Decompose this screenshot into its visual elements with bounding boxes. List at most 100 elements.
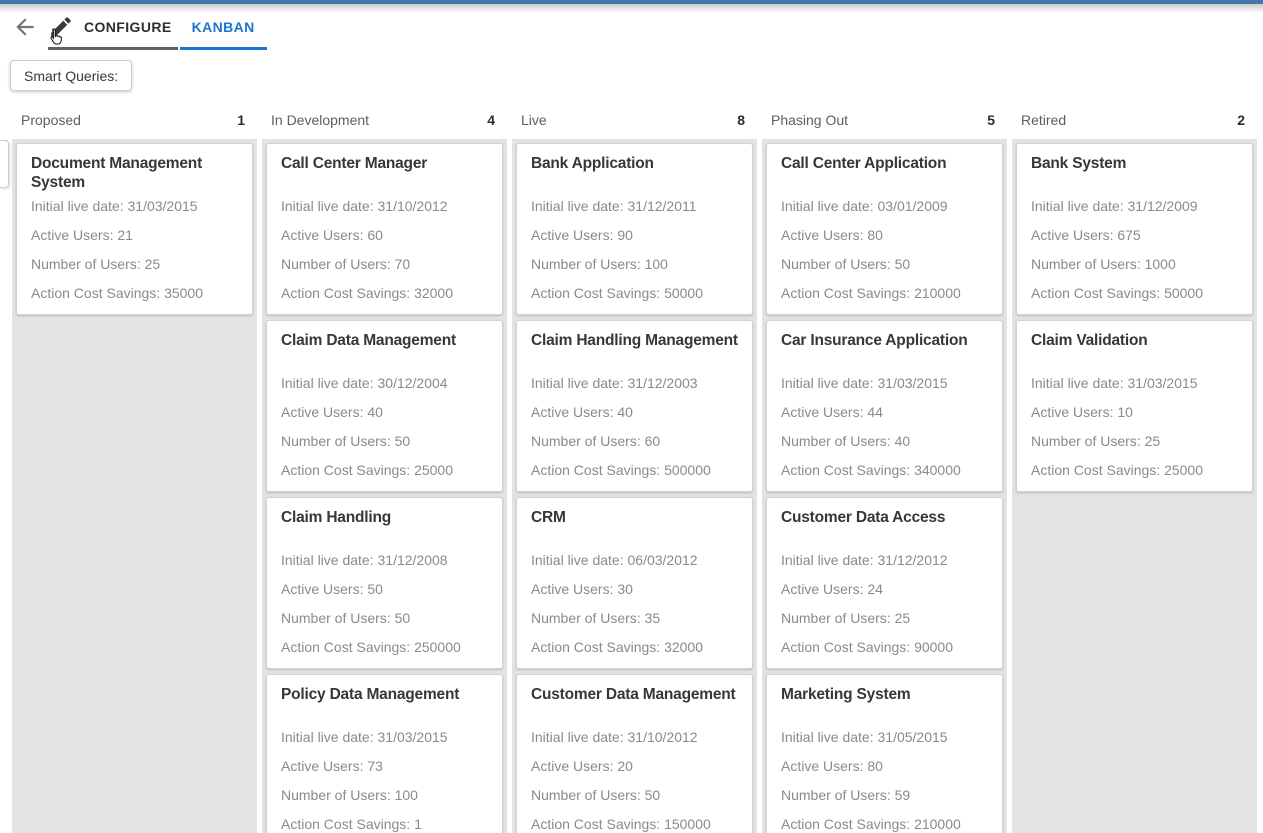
card-fields: Initial live date31/12/2011 Active Users… — [531, 192, 738, 308]
card-field: Initial live date31/10/2012 — [531, 723, 738, 752]
kanban-card[interactable]: Policy Data Management Initial live date… — [266, 674, 503, 833]
card-field: Active Users80 — [781, 221, 988, 250]
kanban-card[interactable]: Customer Data Management Initial live da… — [516, 674, 753, 833]
kanban-card[interactable]: Customer Data Access Initial live date31… — [766, 497, 1003, 669]
column-title: Phasing Out — [771, 111, 849, 128]
card-field: Active Users90 — [531, 221, 738, 250]
kanban-card[interactable]: Car Insurance Application Initial live d… — [766, 320, 1003, 492]
field-label: Active Users — [531, 581, 617, 597]
card-field: Active Users40 — [531, 398, 738, 427]
field-value: 50 — [367, 581, 383, 597]
field-label: Initial live date — [531, 198, 628, 214]
card-title: Call Center Manager — [281, 155, 428, 172]
back-button[interactable] — [12, 14, 38, 40]
field-value: 25 — [1144, 433, 1161, 449]
field-value: 675 — [1117, 227, 1141, 243]
field-label: Action Cost Savings — [781, 639, 914, 655]
column-body: Document Management System Initial live … — [12, 139, 257, 833]
field-value: 150000 — [664, 816, 711, 832]
field-label: Number of Users — [531, 787, 645, 803]
card-field: Initial live date03/01/2009 — [781, 192, 988, 221]
column-title: Retired — [1021, 111, 1067, 128]
tab-kanban[interactable]: KANBAN — [179, 13, 267, 50]
field-value: 31/12/2008 — [377, 552, 448, 568]
smart-queries-row: Smart Queries: — [0, 60, 1263, 91]
card-field: Number of Users50 — [281, 427, 488, 456]
card-title: Claim Validation — [1031, 332, 1148, 349]
column-count: 1 — [237, 111, 245, 128]
kanban-column: Retired 2 Bank System Initial live date3… — [1012, 100, 1257, 833]
card-field: Initial live date31/12/2011 — [531, 192, 738, 221]
kanban-column: In Development 4 Call Center Manager Ini… — [262, 100, 507, 833]
field-label: Action Cost Savings — [531, 462, 664, 478]
field-value: 80 — [867, 758, 883, 774]
card-field: Active Users44 — [781, 398, 988, 427]
card-fields: Initial live date31/03/2015 Active Users… — [781, 369, 988, 485]
card-fields: Initial live date03/01/2009 Active Users… — [781, 192, 988, 308]
field-label: Initial live date — [281, 552, 378, 568]
card-field: Action Cost Savings25000 — [1031, 456, 1238, 485]
kanban-card[interactable]: Call Center Manager Initial live date31/… — [266, 143, 503, 315]
tab-configure[interactable]: CONFIGURE — [48, 13, 178, 50]
column-body: Bank Application Initial live date31/12/… — [512, 139, 757, 833]
card-field: Active Users60 — [281, 221, 488, 250]
field-value: 40 — [894, 433, 911, 449]
kanban-card[interactable]: Claim Data Management Initial live date3… — [266, 320, 503, 492]
card-field: Number of Users70 — [281, 250, 488, 279]
field-value: 100 — [394, 787, 418, 803]
top-accent-bar — [0, 0, 1263, 4]
field-value: 210000 — [914, 816, 961, 832]
card-field: Active Users73 — [281, 752, 488, 781]
card-field: Action Cost Savings210000 — [781, 810, 988, 833]
card-field: Initial live date31/12/2003 — [531, 369, 738, 398]
kanban-card[interactable]: Bank System Initial live date31/12/2009 … — [1016, 143, 1253, 315]
partial-card-edge — [0, 140, 9, 188]
card-fields: Initial live date31/10/2012 Active Users… — [531, 723, 738, 833]
kanban-card[interactable]: Bank Application Initial live date31/12/… — [516, 143, 753, 315]
field-label: Action Cost Savings — [531, 639, 664, 655]
field-value: 50000 — [664, 285, 704, 301]
field-value: 1000 — [1144, 256, 1176, 272]
field-label: Action Cost Savings — [781, 816, 914, 832]
field-label: Action Cost Savings — [281, 816, 414, 832]
field-label: Active Users — [531, 758, 617, 774]
field-value: 06/03/2012 — [627, 552, 698, 568]
field-value: 70 — [394, 256, 411, 272]
field-label: Action Cost Savings — [1031, 462, 1164, 478]
card-field: Action Cost Savings90000 — [781, 633, 988, 662]
card-field: Action Cost Savings32000 — [281, 279, 488, 308]
field-label: Initial live date — [531, 375, 628, 391]
field-value: 44 — [867, 404, 883, 420]
card-field: Number of Users60 — [531, 427, 738, 456]
smart-queries-button[interactable]: Smart Queries: — [10, 60, 133, 91]
tab-strip: CONFIGURE KANBAN — [48, 13, 267, 50]
card-title: Car Insurance Application — [781, 332, 968, 349]
card-title: Claim Handling — [281, 509, 392, 526]
kanban-card[interactable]: Call Center Application Initial live dat… — [766, 143, 1003, 315]
kanban-card[interactable]: Claim Handling Initial live date31/12/20… — [266, 497, 503, 669]
field-label: Action Cost Savings — [531, 816, 664, 832]
kanban-card[interactable]: Claim Handling Management Initial live d… — [516, 320, 753, 492]
kanban-card[interactable]: Document Management System Initial live … — [16, 143, 253, 315]
field-label: Active Users — [281, 758, 367, 774]
field-label: Number of Users — [1031, 256, 1145, 272]
field-label: Number of Users — [31, 256, 145, 272]
field-label: Initial live date — [281, 729, 378, 745]
column-body: Call Center Manager Initial live date31/… — [262, 139, 507, 833]
field-label: Initial live date — [531, 729, 628, 745]
field-label: Active Users — [531, 227, 617, 243]
kanban-column: Proposed 1 Document Management System In… — [12, 100, 257, 833]
field-value: 31/12/2011 — [627, 198, 697, 214]
column-body: Call Center Application Initial live dat… — [762, 139, 1007, 833]
tab-configure-label: CONFIGURE — [84, 19, 172, 35]
card-title: Marketing System — [781, 686, 911, 703]
kanban-card[interactable]: CRM Initial live date06/03/2012 Active U… — [516, 497, 753, 669]
card-title: CRM — [531, 509, 566, 526]
edit-pencil-icon — [48, 14, 74, 40]
kanban-card[interactable]: Marketing System Initial live date31/05/… — [766, 674, 1003, 833]
card-field: Initial live date31/03/2015 — [781, 369, 988, 398]
field-label: Initial live date — [281, 198, 378, 214]
card-fields: Initial live date31/12/2009 Active Users… — [1031, 192, 1238, 308]
kanban-card[interactable]: Claim Validation Initial live date31/03/… — [1016, 320, 1253, 492]
column-count: 5 — [987, 111, 995, 128]
